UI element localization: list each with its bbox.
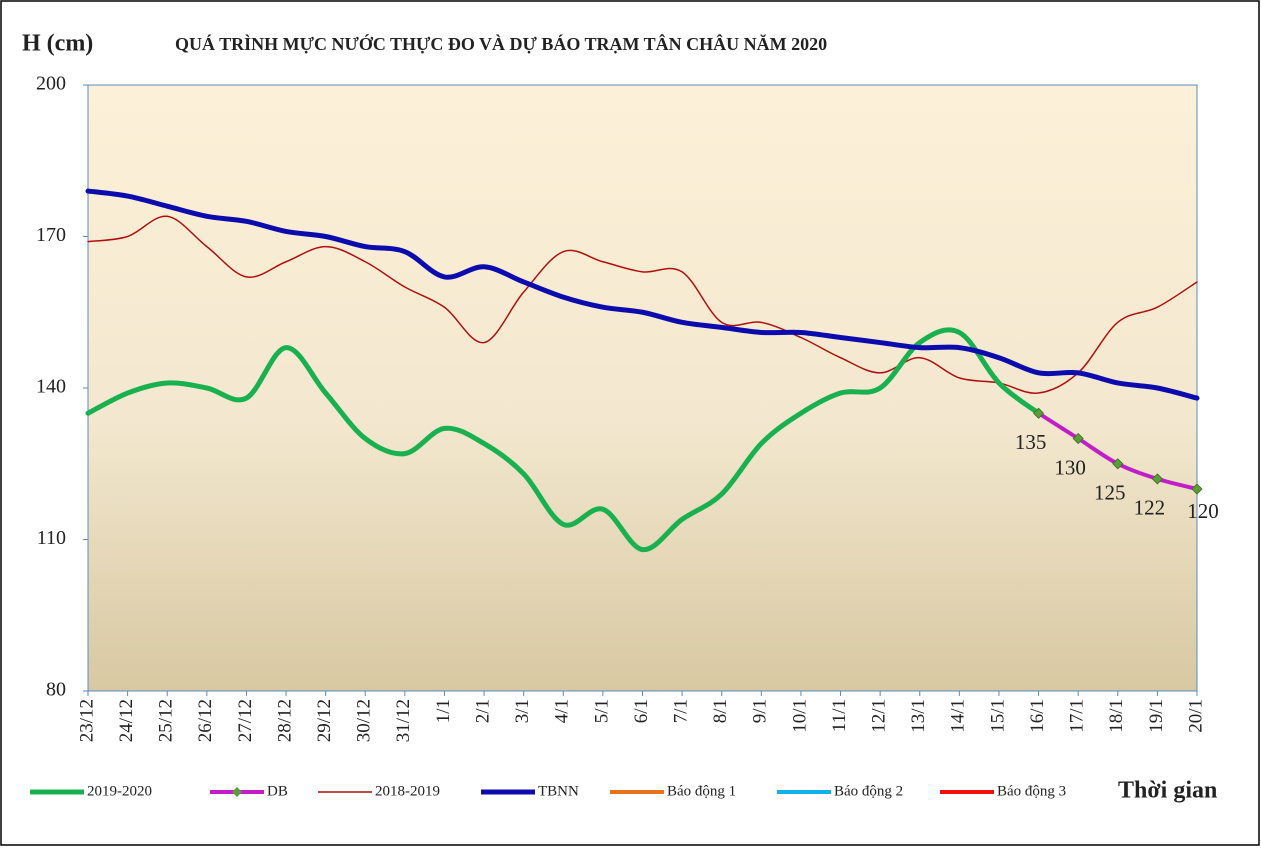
- x-tick-label: 3/1: [512, 699, 533, 723]
- legend-label: TBNN: [538, 783, 579, 799]
- x-tick-label: 4/1: [552, 699, 573, 723]
- x-tick-label: 2/1: [472, 699, 493, 723]
- y-tick-label: 110: [37, 527, 66, 549]
- x-tick-label: 29/12: [314, 699, 335, 742]
- x-tick-label: 8/1: [710, 699, 731, 723]
- series-line: [87, 215, 1198, 394]
- x-tick-label: 15/1: [987, 699, 1008, 733]
- legend-label: Báo động 3: [997, 783, 1066, 799]
- x-tick-label: 14/1: [948, 699, 969, 733]
- legend-label: DB: [267, 783, 288, 799]
- x-tick-label: 17/1: [1067, 699, 1088, 733]
- x-tick-label: 23/12: [76, 699, 97, 742]
- y-tick-label: 80: [46, 679, 66, 701]
- plot-area: [87, 84, 1198, 692]
- legend-label: Báo động 2: [834, 783, 903, 799]
- data-label: 125: [1094, 481, 1126, 505]
- legend-marker: [232, 787, 242, 797]
- data-label: 130: [1054, 455, 1086, 479]
- x-tick-label: 19/1: [1146, 699, 1167, 733]
- legend-label: 2018-2019: [375, 783, 440, 799]
- y-tick-label: 140: [36, 376, 66, 398]
- y-tick-label: 170: [36, 224, 66, 246]
- x-tick-label: 25/12: [156, 699, 177, 742]
- point-marker: [1033, 407, 1045, 419]
- point-marker: [1151, 473, 1163, 485]
- x-tick-label: 20/1: [1185, 699, 1206, 733]
- point-marker: [1112, 458, 1124, 470]
- data-label: 135: [1015, 430, 1047, 454]
- x-tick-label: 30/12: [354, 699, 375, 742]
- point-marker: [1072, 432, 1084, 445]
- x-tick-label: 31/12: [393, 699, 414, 742]
- x-axis-label: Thời gian: [1118, 778, 1217, 804]
- x-tick-label: 7/1: [670, 699, 691, 723]
- y-tick-label: 200: [36, 73, 66, 95]
- x-tick-label: 13/1: [908, 699, 929, 733]
- point-marker: [1191, 483, 1203, 495]
- data-label: 122: [1134, 496, 1166, 520]
- x-tick-label: 28/12: [274, 699, 295, 742]
- x-tick-label: 16/1: [1027, 699, 1048, 733]
- x-tick-label: 12/1: [869, 699, 890, 733]
- y-axis-label: H (cm): [22, 31, 93, 57]
- x-tick-label: 9/1: [750, 699, 771, 723]
- series-line: [85, 188, 1200, 401]
- x-tick-label: 11/1: [829, 699, 850, 732]
- x-tick-label: 27/12: [235, 699, 256, 742]
- series-line: [85, 327, 1042, 553]
- legend-label: 2019-2020: [87, 783, 152, 799]
- x-tick-label: 26/12: [195, 699, 216, 742]
- data-label: 120: [1187, 499, 1219, 523]
- x-tick-label: 1/1: [433, 699, 454, 723]
- x-tick-label: 5/1: [591, 699, 612, 723]
- x-tick-label: 10/1: [789, 699, 810, 733]
- legend-label: Báo động 1: [667, 783, 736, 799]
- x-tick-label: 6/1: [631, 699, 652, 723]
- chart-title: QUÁ TRÌNH MỰC NƯỚC THỰC ĐO VÀ DỰ BÁO TRẠ…: [175, 33, 827, 54]
- x-tick-label: 24/12: [116, 699, 137, 742]
- x-tick-label: 18/1: [1106, 699, 1127, 733]
